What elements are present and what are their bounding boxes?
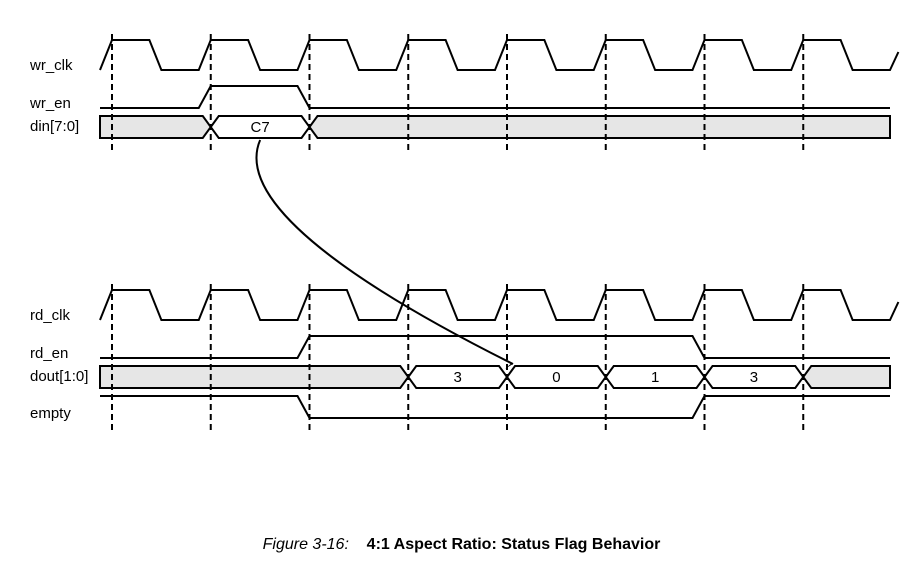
figure-label: Figure 3-16:: [263, 536, 349, 553]
svg-text:3: 3: [453, 369, 461, 386]
timing-svg: wr_clk wr_en C7 din[7:0] rd_clk rd_en 3 0 1 3 dout…: [20, 20, 903, 528]
svg-text:wr_en: wr_en: [29, 95, 71, 112]
figure-caption: Figure 3-16: 4:1 Aspect Ratio: Status Fl…: [20, 536, 903, 554]
svg-text:0: 0: [552, 369, 560, 386]
timing-diagram: wr_clk wr_en C7 din[7:0] rd_clk rd_en 3 0 1 3 dout…: [20, 20, 903, 528]
figure-title: 4:1 Aspect Ratio: Status Flag Behavior: [367, 536, 661, 553]
svg-text:rd_en: rd_en: [30, 345, 68, 362]
svg-text:C7: C7: [251, 119, 270, 136]
svg-text:wr_clk: wr_clk: [29, 57, 73, 74]
svg-text:empty: empty: [30, 405, 71, 422]
svg-text:dout[1:0]: dout[1:0]: [30, 368, 88, 385]
svg-text:1: 1: [651, 369, 659, 386]
svg-text:din[7:0]: din[7:0]: [30, 118, 79, 135]
svg-text:3: 3: [750, 369, 758, 386]
svg-text:rd_clk: rd_clk: [30, 307, 71, 324]
